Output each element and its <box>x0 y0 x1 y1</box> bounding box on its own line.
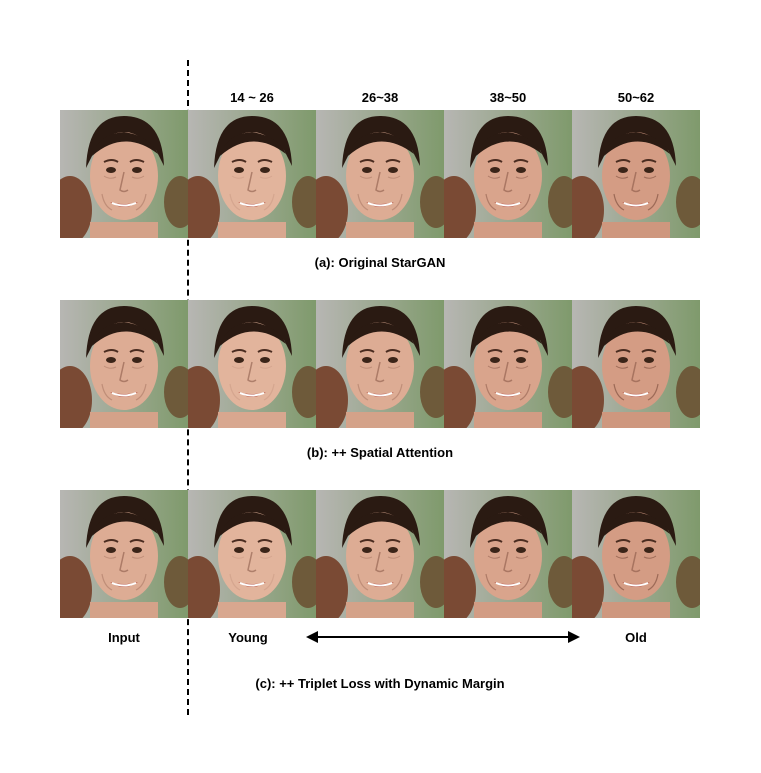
face-image <box>316 490 444 618</box>
face-image <box>444 300 572 428</box>
column-header-50-62: 50~62 <box>617 90 655 105</box>
label-old: Old <box>625 630 647 645</box>
face-image <box>316 300 444 428</box>
label-input: Input <box>108 630 140 645</box>
caption-triplet-loss: (c): ++ Triplet Loss with Dynamic Margin <box>255 676 505 691</box>
caption-spatial-attention: (b): ++ Spatial Attention <box>306 445 454 460</box>
age-direction-arrow <box>306 631 580 643</box>
face-image <box>572 110 700 238</box>
face-image <box>572 300 700 428</box>
face-image <box>188 300 316 428</box>
label-young: Young <box>228 630 268 645</box>
face-image <box>60 110 188 238</box>
face-image <box>188 490 316 618</box>
face-image <box>572 490 700 618</box>
face-image <box>444 490 572 618</box>
face-image <box>316 110 444 238</box>
face-image <box>60 300 188 428</box>
column-header-26-38: 26~38 <box>361 90 399 105</box>
caption-original-stargan: (a): Original StarGAN <box>314 255 446 270</box>
face-image <box>188 110 316 238</box>
face-image <box>444 110 572 238</box>
column-header-38-50: 38~50 <box>489 90 527 105</box>
column-header-14-26: 14 ~ 26 <box>230 90 274 105</box>
face-image <box>60 490 188 618</box>
